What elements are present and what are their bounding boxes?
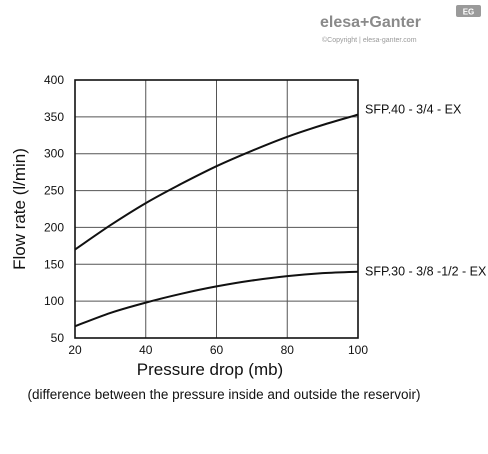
plot-area-frame [74,79,359,339]
x-tick-label: 80 [281,343,295,357]
x-axis-note: (difference between the pressure inside … [28,387,421,402]
series-line-2 [74,270,359,328]
y-tick-label: 50 [51,331,65,345]
x-axis-label: Pressure drop (mb) [137,360,283,379]
y-tick-label: 100 [44,294,64,308]
series-labels: SFP.40 - 3/4 - EX SFP.30 - 3/8 -1/2 - EX [365,103,487,279]
brand-name: elesa+Ganter [320,14,421,31]
series-label-1: SFP.40 - 3/4 - EX [365,103,462,117]
y-axis-label: Flow rate (l/min) [10,148,29,270]
x-tick-label: 100 [348,343,368,357]
y-tick-label: 250 [44,184,64,198]
x-tick-label: 20 [68,343,82,357]
y-tick-labels: 50 100 150 200 250 300 350 400 [44,73,64,345]
copyright-text: ©Copyright | elesa-ganter.com [322,36,417,44]
series-lines [74,113,359,328]
x-tick-labels: 20 40 60 80 100 [68,343,368,357]
y-tick-label: 300 [44,147,64,161]
y-tick-label: 150 [44,257,64,271]
x-tick-label: 40 [139,343,153,357]
y-tick-label: 350 [44,110,64,124]
y-tick-label: 400 [44,73,64,87]
y-tick-label: 200 [44,220,64,234]
grid-lines [74,79,359,339]
brand-logo: elesa+Ganter EG ©Copyright | elesa-gante… [320,5,481,44]
series-label-2: SFP.30 - 3/8 -1/2 - EX [365,265,487,279]
brand-badge-text: EG [463,8,475,17]
brand-badge-icon [456,5,481,17]
series-line-1 [74,113,359,251]
x-tick-label: 60 [210,343,224,357]
